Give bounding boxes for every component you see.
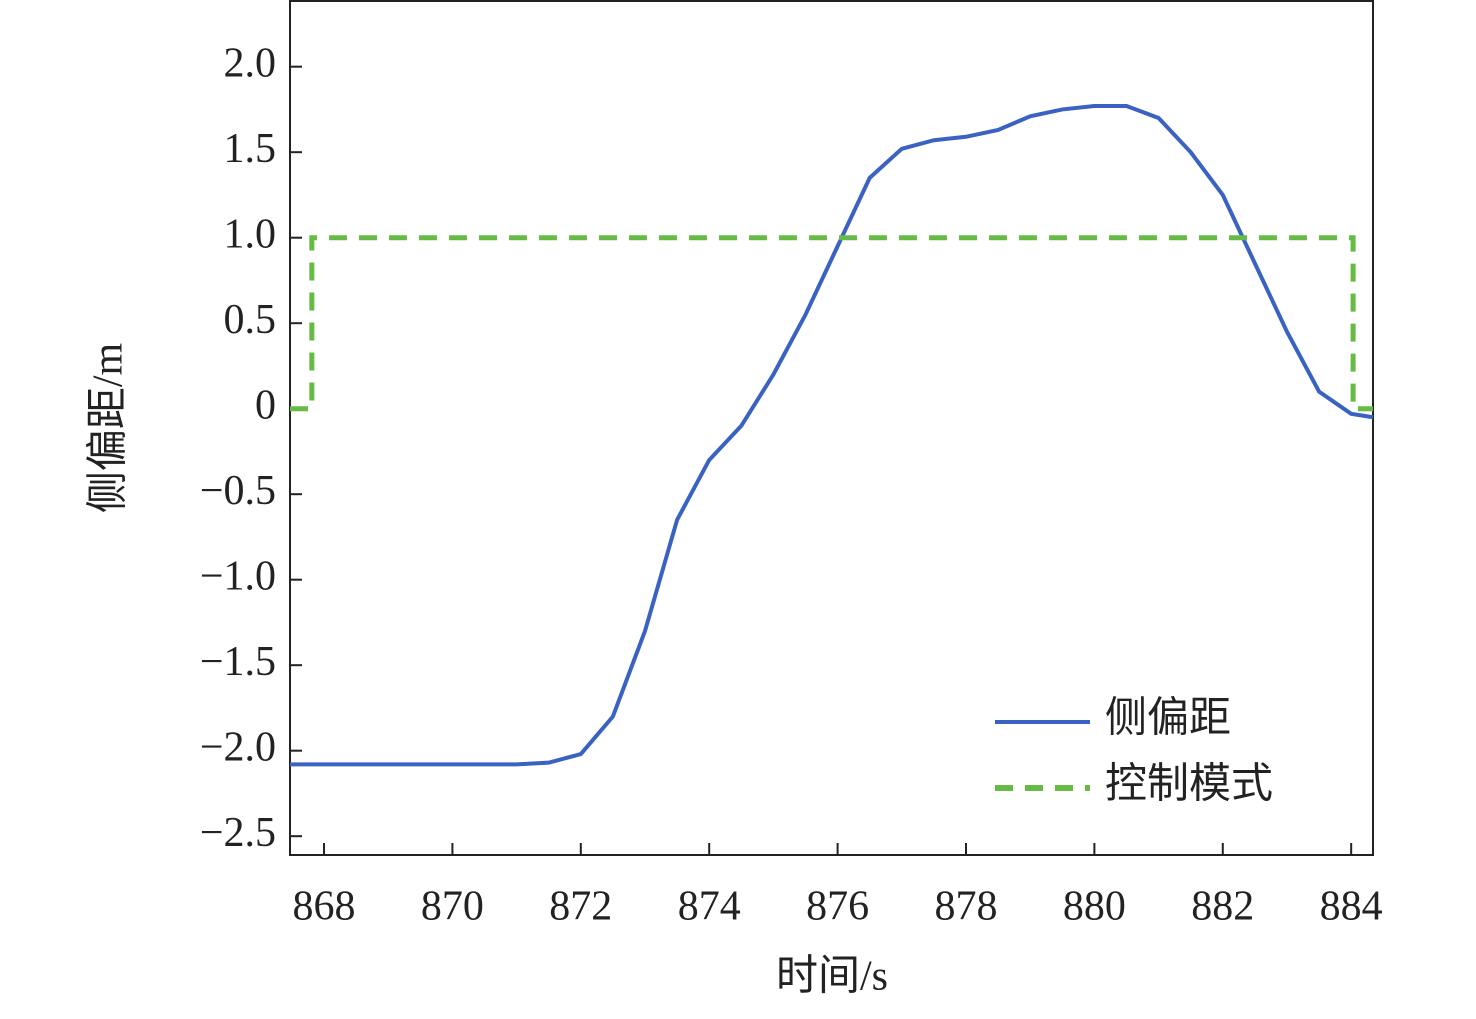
x-tick-label: 870 [421, 884, 484, 930]
y-tick-label: −1.0 [200, 553, 276, 599]
x-tick-label: 880 [1063, 884, 1126, 930]
x-tick-label: 876 [806, 884, 869, 930]
y-axis-label: 侧偏距/m [86, 343, 132, 514]
x-tick-label: 882 [1191, 884, 1254, 930]
legend-label: 侧偏距 [1105, 696, 1231, 742]
x-axis-label: 时间/s [776, 954, 888, 1000]
legend-label: 控制模式 [1105, 762, 1273, 808]
y-tick-label: −2.5 [200, 810, 276, 856]
y-tick-label: 1.0 [224, 211, 277, 257]
y-tick-label: 0.5 [224, 297, 277, 343]
x-tick-label: 872 [549, 884, 612, 930]
y-tick-label: 2.0 [224, 40, 277, 86]
x-tick-label: 884 [1320, 884, 1383, 930]
plot-frame [289, 0, 1374, 856]
x-tick-label: 868 [293, 884, 356, 930]
y-tick-label: −1.5 [200, 639, 276, 685]
y-tick-label: −0.5 [200, 468, 276, 514]
y-tick-label: 1.5 [224, 126, 277, 172]
y-tick-label: −2.0 [200, 724, 276, 770]
x-tick-label: 874 [678, 884, 741, 930]
x-tick-label: 878 [934, 884, 997, 930]
y-tick-label: 0 [255, 382, 276, 428]
series-line [290, 104, 1374, 767]
